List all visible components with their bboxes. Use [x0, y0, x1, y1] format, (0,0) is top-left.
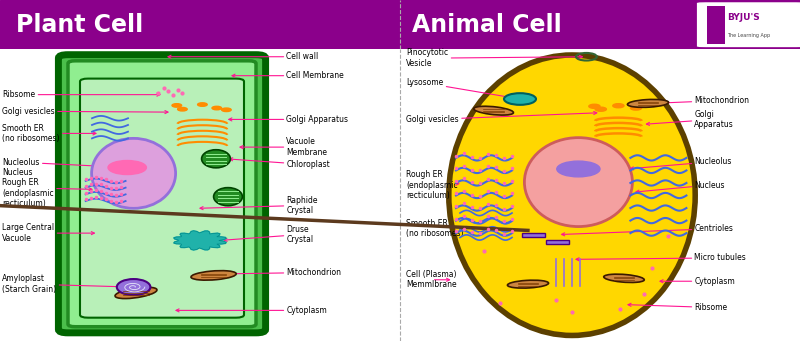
Text: Golgi vesicles: Golgi vesicles [406, 112, 597, 124]
Circle shape [589, 104, 600, 108]
Bar [522, 234, 545, 237]
Circle shape [212, 106, 222, 110]
Ellipse shape [449, 55, 695, 336]
Ellipse shape [525, 138, 632, 226]
Circle shape [613, 104, 624, 108]
FancyBboxPatch shape [80, 79, 244, 318]
Text: Animal Cell: Animal Cell [412, 13, 562, 37]
Text: Ribsome: Ribsome [628, 303, 727, 312]
Circle shape [178, 107, 187, 111]
Ellipse shape [627, 100, 669, 107]
Text: Amyloplast
(Starch Grain): Amyloplast (Starch Grain) [2, 275, 130, 294]
Text: Golgi Apparatus: Golgi Apparatus [229, 115, 349, 124]
Text: Micro tubules: Micro tubules [576, 253, 746, 263]
Circle shape [222, 108, 231, 112]
Text: Nucleus: Nucleus [636, 180, 725, 193]
Circle shape [172, 104, 182, 107]
Text: Raphide
Crystal: Raphide Crystal [200, 196, 318, 215]
Ellipse shape [115, 287, 157, 299]
Ellipse shape [507, 280, 549, 288]
FancyBboxPatch shape [68, 61, 256, 327]
Text: Smooth ER
(no ribosomes): Smooth ER (no ribosomes) [2, 124, 96, 143]
Text: Ribsome: Ribsome [2, 90, 160, 99]
Ellipse shape [117, 279, 150, 295]
Text: BYJU'S: BYJU'S [727, 13, 760, 22]
Text: Cell Membrane: Cell Membrane [232, 71, 344, 80]
Text: Cell (Plasma)
Memmlbrane: Cell (Plasma) Memmlbrane [406, 270, 457, 290]
Circle shape [504, 93, 536, 105]
Text: Smooth ER
(no ribosomes): Smooth ER (no ribosomes) [406, 219, 465, 238]
Circle shape [198, 103, 207, 106]
Text: Mitochondrion: Mitochondrion [224, 268, 342, 277]
Circle shape [630, 106, 642, 110]
Text: Golgi
Apparatus: Golgi Apparatus [646, 110, 734, 129]
Circle shape [595, 107, 606, 111]
Circle shape [108, 161, 146, 175]
Ellipse shape [474, 106, 514, 115]
Ellipse shape [202, 150, 230, 168]
Text: Vacuole
Membrane: Vacuole Membrane [240, 137, 327, 157]
Bar [546, 240, 569, 244]
Ellipse shape [191, 271, 236, 280]
Text: Large Central
Vacuole: Large Central Vacuole [2, 223, 94, 243]
Text: Chloroplast: Chloroplast [230, 158, 330, 169]
Polygon shape [174, 231, 226, 250]
Text: Nucleus
Rough ER
(endoplasmic
recticulum): Nucleus Rough ER (endoplasmic recticulum… [2, 168, 92, 208]
Text: Centrioles: Centrioles [562, 224, 734, 236]
Bar [707, 6, 725, 44]
Text: Plant Cell: Plant Cell [16, 13, 143, 37]
Text: Mitochondrion: Mitochondrion [656, 96, 750, 105]
Text: Cell wall: Cell wall [168, 52, 318, 61]
FancyBboxPatch shape [58, 55, 266, 333]
FancyBboxPatch shape [698, 3, 800, 46]
Text: Pinocytotic
Vesicle: Pinocytotic Vesicle [406, 48, 582, 68]
Text: Golgi vesicles: Golgi vesicles [2, 107, 168, 116]
Text: The Learning App: The Learning App [727, 33, 770, 38]
Ellipse shape [214, 188, 242, 206]
Text: Cytoplasm: Cytoplasm [660, 277, 735, 286]
Circle shape [557, 161, 600, 177]
Text: Nucleolus: Nucleolus [2, 158, 123, 169]
Text: Rough ER
(endoplasmic
recticulum): Rough ER (endoplasmic recticulum) [406, 170, 459, 200]
Text: Druse
Crystal: Druse Crystal [224, 225, 314, 244]
Text: Cytoplasm: Cytoplasm [176, 306, 327, 315]
Ellipse shape [91, 138, 176, 208]
Text: Lysosome: Lysosome [406, 78, 516, 99]
Ellipse shape [604, 274, 644, 282]
Text: Nucleolus: Nucleolus [630, 157, 732, 170]
